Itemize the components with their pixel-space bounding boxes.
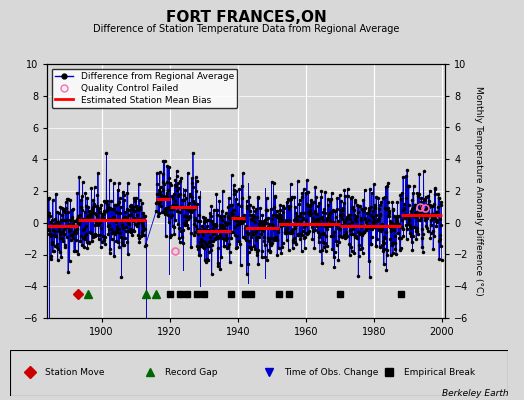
Text: Berkeley Earth: Berkeley Earth bbox=[442, 389, 508, 398]
Text: Station Move: Station Move bbox=[46, 368, 105, 376]
Text: Empirical Break: Empirical Break bbox=[403, 368, 475, 376]
Legend: Difference from Regional Average, Quality Control Failed, Estimated Station Mean: Difference from Regional Average, Qualit… bbox=[52, 68, 237, 108]
Text: FORT FRANCES,ON: FORT FRANCES,ON bbox=[166, 10, 326, 25]
Text: Time of Obs. Change: Time of Obs. Change bbox=[285, 368, 379, 376]
Y-axis label: Monthly Temperature Anomaly Difference (°C): Monthly Temperature Anomaly Difference (… bbox=[474, 86, 483, 296]
Text: Record Gap: Record Gap bbox=[165, 368, 217, 376]
Text: Difference of Station Temperature Data from Regional Average: Difference of Station Temperature Data f… bbox=[93, 24, 399, 34]
